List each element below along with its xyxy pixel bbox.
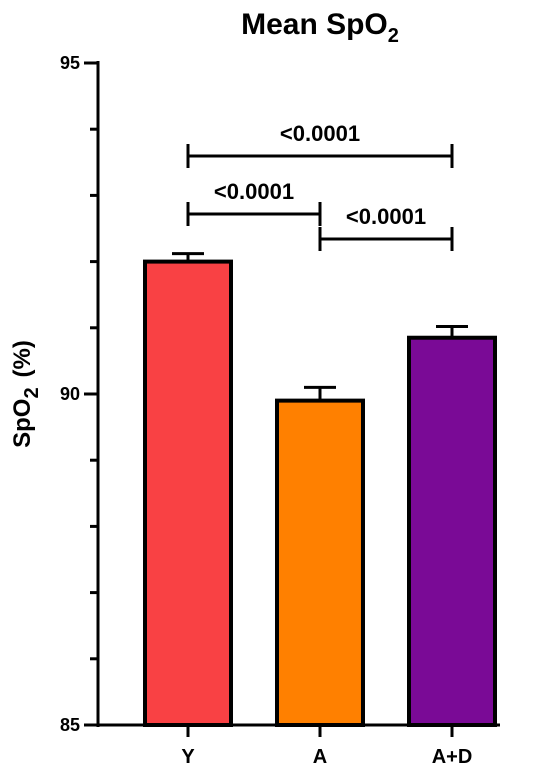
- p-value-label: <0.0001: [346, 204, 426, 229]
- p-value-label: <0.0001: [214, 179, 294, 204]
- y-tick-label: 95: [60, 53, 80, 73]
- chart-title-main: Mean SpO: [241, 8, 388, 41]
- bar: [143, 259, 233, 727]
- x-tick-label: A+D: [432, 746, 473, 768]
- chart-title: Mean SpO2: [241, 8, 399, 47]
- p-value-label: <0.0001: [280, 121, 360, 146]
- y-axis-label: SpO2 (%): [9, 340, 43, 448]
- y-tick-label: 90: [60, 384, 80, 404]
- y-axis-label-subscript: 2: [21, 387, 43, 398]
- chart-title-subscript: 2: [388, 25, 399, 47]
- y-axis-label-main: SpO: [9, 399, 36, 448]
- bar: [275, 398, 365, 727]
- plot-area: 85 90 95 Y A A+D <0.0001 <0.0001 <0.0001: [60, 53, 500, 768]
- bar: [407, 335, 497, 727]
- y-tick-label: 85: [60, 715, 80, 735]
- x-tick-label: Y: [181, 746, 195, 768]
- y-axis-label-unit: (%): [9, 340, 36, 377]
- x-tick-label: A: [313, 746, 327, 768]
